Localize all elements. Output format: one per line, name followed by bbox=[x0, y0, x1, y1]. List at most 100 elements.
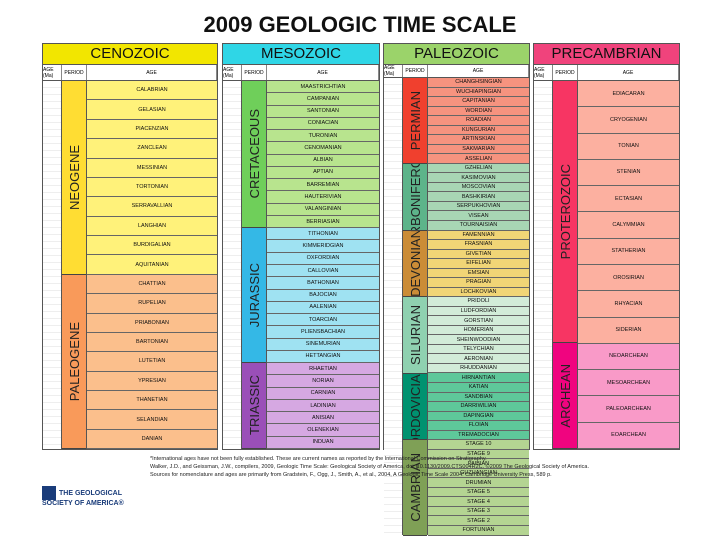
period-cell: CRETACEOUS bbox=[242, 81, 266, 228]
stage-cell: STAGE 4 bbox=[428, 497, 529, 507]
period-label: PALEOGENE bbox=[66, 321, 82, 401]
stage-cell: LUDFORDIAN bbox=[428, 306, 529, 317]
column-header: AGE bbox=[267, 65, 379, 80]
stage-cell: CHANGHSINGIAN bbox=[428, 78, 529, 88]
period-cell: NEOGENE bbox=[62, 81, 86, 275]
stage-cell: TURONIAN bbox=[267, 130, 379, 143]
era-title: MESOZOIC bbox=[223, 44, 379, 65]
period-column: PROTEROZOIC ARCHEAN bbox=[553, 81, 578, 449]
stage-cell: KATIAN bbox=[428, 383, 529, 393]
column-header: PERIOD bbox=[242, 65, 267, 80]
age-scale bbox=[43, 81, 62, 449]
period-cell: ORDOVICIAN bbox=[403, 373, 427, 441]
column-headers: AGE (Ma) PERIOD AGE bbox=[534, 65, 679, 81]
stage-cell: SAKMARIAN bbox=[428, 144, 529, 155]
stage-cell: GIVETIAN bbox=[428, 249, 529, 260]
stage-cell: SINEMURIAN bbox=[267, 338, 379, 351]
title: 2009 GEOLOGIC TIME SCALE bbox=[203, 12, 517, 37]
stage-cell: AERONIAN bbox=[428, 354, 529, 364]
stage-cell: BAJOCIAN bbox=[267, 289, 379, 302]
stage-cell: EIFELIAN bbox=[428, 259, 529, 269]
stage-cell: BATHONIAN bbox=[267, 277, 379, 290]
period-label: CRETACEOUS bbox=[246, 109, 262, 199]
stage-cell: BERRIASIAN bbox=[267, 215, 379, 229]
stage-cell: KIMMERIDGIAN bbox=[267, 240, 379, 253]
period-label: NEOGENE bbox=[66, 144, 82, 210]
period-cell: DEVONIAN bbox=[403, 230, 427, 298]
stage-cell: SELANDIAN bbox=[87, 410, 217, 430]
society-logo: THE GEOLOGICAL SOCIETY OF AMERICA® bbox=[42, 486, 142, 507]
stage-column: EDIACARAN CRYOGENIAN TONIAN STENIAN ECTASIAN… bbox=[578, 81, 679, 449]
stage-cell: RHYACIAN bbox=[578, 291, 679, 318]
stage-cell: HIRNANTIAN bbox=[428, 373, 529, 383]
stage-column: CALABRIAN GELASIAN PIACENZIAN ZANCLEAN MESSI… bbox=[87, 81, 217, 450]
stage-cell: WUCHIAPINGIAN bbox=[428, 87, 529, 98]
column-header: PERIOD bbox=[62, 65, 87, 80]
stage-cell: EMSIAN bbox=[428, 268, 529, 279]
stage-cell: SERRAVALLIAN bbox=[87, 197, 217, 217]
era-body: PROTEROZOIC ARCHEAN EDIACARAN CRYOGENIAN TON… bbox=[534, 81, 679, 449]
stage-cell: CARNIAN bbox=[267, 387, 379, 400]
stage-cell: FRASNIAN bbox=[428, 240, 529, 250]
stage-cell: CAMPANIAN bbox=[267, 93, 379, 106]
stage-cell: FLOIAN bbox=[428, 421, 529, 431]
column-headers: AGE (Ma) PERIOD AGE bbox=[43, 65, 217, 81]
stage-cell: AQUITANIAN bbox=[87, 255, 217, 275]
era-panel: PALEOZOIC AGE (Ma) PERIOD AGE PERMIAN CARBONI… bbox=[383, 43, 530, 536]
stage-cell: PRAGIAN bbox=[428, 278, 529, 288]
period-cell: PERMIAN bbox=[403, 78, 427, 164]
column-headers: AGE (Ma) PERIOD AGE bbox=[223, 65, 379, 81]
stage-cell: SHEINWOODIAN bbox=[428, 335, 529, 345]
stage-cell: SERPUKHOVIAN bbox=[428, 201, 529, 212]
period-label: PROTEROZOIC bbox=[557, 164, 573, 260]
stage-column: MAASTRICHTIAN CAMPANIAN SANTONIAN CONIACIAN… bbox=[267, 81, 379, 449]
era-title: PALEOZOIC bbox=[384, 44, 529, 65]
stage-cell: TONIAN bbox=[578, 133, 679, 160]
stage-cell: DRUMIAN bbox=[428, 478, 529, 488]
period-label: ORDOVICIAN bbox=[407, 373, 423, 441]
stage-cell: LOCHKOVIAN bbox=[428, 287, 529, 298]
period-label: ARCHEAN bbox=[557, 363, 573, 428]
stage-cell: BARREMIAN bbox=[267, 179, 379, 192]
stage-cell: CALABRIAN bbox=[87, 81, 217, 101]
stage-cell: KASIMOVIAN bbox=[428, 173, 529, 183]
age-scale bbox=[384, 78, 403, 536]
stage-cell: THANETIAN bbox=[87, 391, 217, 411]
stage-cell: HOMERIAN bbox=[428, 325, 529, 336]
column-header: PERIOD bbox=[403, 65, 428, 77]
stage-cell: TOARCIAN bbox=[267, 314, 379, 327]
stage-cell: PRIABONIAN bbox=[87, 313, 217, 333]
period-cell: SILURIAN bbox=[403, 297, 427, 374]
stage-cell: VISEAN bbox=[428, 211, 529, 221]
column-header: AGE (Ma) bbox=[384, 65, 403, 77]
stage-cell: LANGHIAN bbox=[87, 216, 217, 236]
period-label: SILURIAN bbox=[407, 304, 423, 365]
era-body: CRETACEOUS JURASSIC TRIASSIC MAASTRICHTIAN C… bbox=[223, 81, 379, 449]
stage-cell: PIACENZIAN bbox=[87, 119, 217, 140]
stage-cell: RHAETIAN bbox=[267, 363, 379, 376]
stage-cell: STAGE 9 bbox=[428, 449, 529, 460]
stage-cell: TREMADOCIAN bbox=[428, 430, 529, 441]
stage-cell: MOSCOVIAN bbox=[428, 182, 529, 193]
stage-cell: FORTUNIAN bbox=[428, 525, 529, 536]
stage-cell: PLIENSBACHIAN bbox=[267, 326, 379, 339]
stage-cell: PAIBIAN bbox=[428, 459, 529, 469]
stage-cell: ECTASIAN bbox=[578, 186, 679, 213]
period-cell: PALEOGENE bbox=[62, 274, 86, 449]
stage-cell: EOARCHEAN bbox=[578, 422, 679, 449]
era-panel: PRECAMBRIAN AGE (Ma) PERIOD AGE PROTEROZOIC A… bbox=[533, 43, 680, 450]
stage-cell: FAMENNIAN bbox=[428, 230, 529, 241]
stage-cell: RUPELIAN bbox=[87, 294, 217, 314]
stage-cell: APTIAN bbox=[267, 166, 379, 180]
stage-cell: GORSTIAN bbox=[428, 316, 529, 326]
stage-cell: CENOMANIAN bbox=[267, 142, 379, 155]
stage-cell: INDUAN bbox=[267, 436, 379, 449]
column-header: AGE bbox=[428, 65, 529, 77]
stage-cell: VALANGINIAN bbox=[267, 203, 379, 216]
stage-cell: CHATTIAN bbox=[87, 274, 217, 295]
era-title: PRECAMBRIAN bbox=[534, 44, 679, 65]
stage-cell: OLENEKIAN bbox=[267, 424, 379, 437]
stage-cell: SIDERIAN bbox=[578, 317, 679, 344]
logo-mark bbox=[42, 486, 56, 500]
stage-cell: BURDIGALIAN bbox=[87, 236, 217, 256]
